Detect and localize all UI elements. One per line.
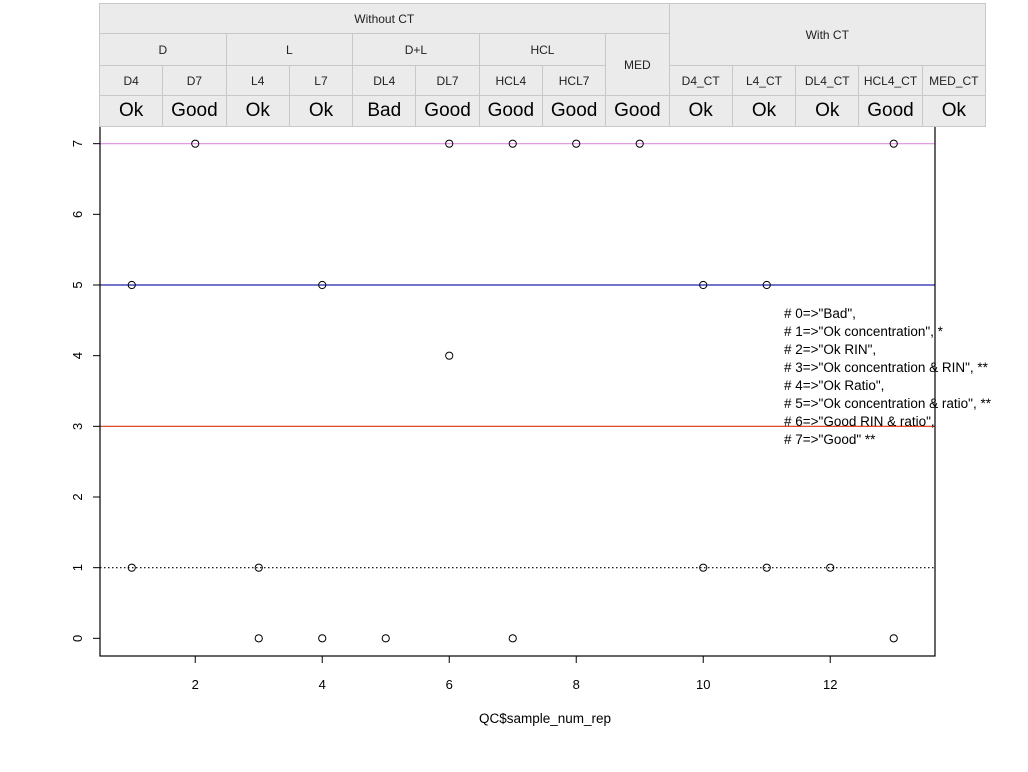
status-cell: Good [541, 95, 607, 127]
sample-header-cell: DL4 [352, 65, 417, 96]
subgroup-header-cell: L [225, 33, 354, 66]
data-point [254, 634, 263, 643]
sample-header-cell: D7 [162, 65, 227, 96]
subgroup-header-cell: HCL [478, 33, 607, 66]
x-tick-label: 2 [192, 677, 199, 692]
data-point [191, 139, 200, 148]
data-point [127, 563, 136, 572]
sample-header-row: D4 D7 L4 L7 DL4 DL7 HCL4 HCL7 D4_CT L4_CT DL4_CT HC… [98, 65, 987, 96]
y-tick-label: 6 [70, 211, 85, 218]
sample-header-cell: L4 [225, 65, 290, 96]
status-cell: Ok [668, 95, 733, 127]
status-cell: Ok [731, 95, 797, 127]
status-cell: Ok [225, 95, 290, 127]
data-point [699, 280, 708, 290]
sample-header-cell: MED_CT [921, 65, 987, 96]
subgroup-header-cell: MED [605, 33, 670, 96]
data-point [635, 139, 644, 148]
sample-header-cell: HCL7 [541, 65, 607, 96]
legend-entry: # 7=>"Good" ** [784, 432, 876, 447]
sample-header-cell: L4_CT [731, 65, 797, 96]
x-tick-label: 10 [696, 677, 710, 692]
data-point [889, 634, 898, 643]
reference-lines [100, 143, 935, 569]
data-point [318, 634, 327, 643]
y-tick-label: 4 [70, 352, 85, 359]
status-cell: Good [478, 95, 543, 127]
status-cell: Good [858, 95, 923, 127]
data-point [381, 634, 390, 643]
data-points [127, 139, 898, 643]
y-tick-label: 0 [70, 635, 85, 642]
y-tick-label: 3 [70, 423, 85, 430]
group-header-cell: Without CT [99, 3, 670, 34]
data-point [699, 563, 708, 572]
group-header-row: Without CT With CT [99, 3, 987, 66]
status-cell: Good [415, 95, 480, 127]
x-tick-label: 8 [573, 677, 580, 692]
legend-entry: # 3=>"Ok concentration & RIN", ** [784, 360, 988, 375]
data-point [508, 139, 517, 148]
data-point [762, 563, 771, 572]
y-tick-label: 5 [70, 281, 85, 288]
data-point [445, 351, 454, 360]
data-point [127, 280, 136, 290]
status-cell: Bad [352, 95, 417, 127]
status-cell: Ok [288, 95, 354, 127]
data-point [318, 280, 327, 290]
status-cell: Good [605, 95, 670, 127]
sample-header-cell: D4 [98, 65, 164, 96]
sample-header-cell: HCL4_CT [858, 65, 923, 96]
data-point [572, 139, 581, 148]
y-tick-label: 7 [70, 140, 85, 147]
x-tick-label: 12 [823, 677, 837, 692]
data-point [826, 563, 835, 572]
legend-entry: # 4=>"Ok Ratio", [784, 378, 885, 393]
subgroup-header-cell: D [99, 33, 227, 66]
data-point [445, 139, 454, 148]
legend-entry: # 6=>"Good RIN & ratio", [784, 414, 935, 429]
sample-header-cell: DL4_CT [795, 65, 860, 96]
legend-entry: # 5=>"Ok concentration & ratio", ** [784, 396, 991, 411]
sample-header-cell: D4_CT [668, 65, 733, 96]
legend-entry: # 1=>"Ok concentration", * [784, 324, 943, 339]
x-axis-label: QC$sample_num_rep [479, 711, 611, 726]
sample-header-cell: DL7 [415, 65, 480, 96]
sample-header-cell: L7 [288, 65, 354, 96]
legend-entry: # 0=>"Bad", [784, 306, 856, 321]
status-cell: Ok [98, 95, 164, 127]
legend: # 0=>"Bad", # 1=>"Ok concentration", * # 2… [784, 305, 991, 449]
data-point [254, 563, 263, 572]
status-row: Ok Good Ok Ok Bad Good Good Good Good Ok Ok Ok Good O… [98, 95, 987, 127]
qc-status-table: Without CT With CT D L D+L HCL MED D4 D7 L4 L7 DL… [98, 3, 987, 127]
y-tick-label: 2 [70, 493, 85, 500]
data-point [762, 280, 771, 290]
status-cell: Ok [795, 95, 860, 127]
sample-header-cell: HCL4 [478, 65, 543, 96]
y-tick-label: 1 [70, 564, 85, 571]
subgroup-header-row: D L D+L HCL MED [99, 33, 986, 96]
x-tick-label: 6 [446, 677, 453, 692]
subgroup-header-cell: D+L [352, 33, 480, 66]
status-cell: Good [162, 95, 227, 127]
legend-entry: # 2=>"Ok RIN", [784, 342, 877, 357]
status-cell: Ok [921, 95, 987, 127]
data-point [508, 634, 517, 643]
data-point [889, 139, 898, 148]
group-header-cell: With CT [668, 3, 987, 66]
x-tick-label: 4 [319, 677, 326, 692]
